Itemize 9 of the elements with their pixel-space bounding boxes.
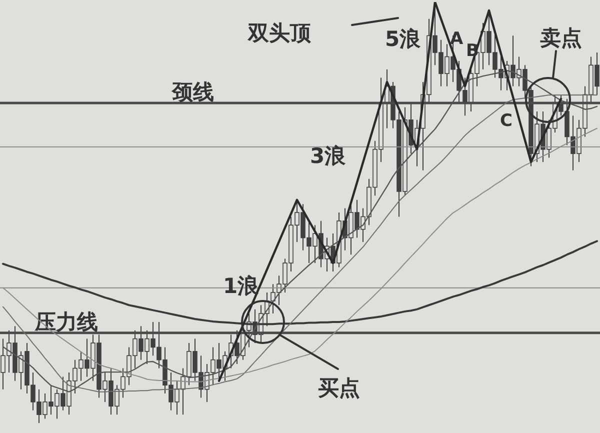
ref-line-label: 压力线 [34,310,98,334]
annotation: C [500,111,512,131]
ref-line-label: 颈线 [171,80,214,104]
annotation: 3浪 [310,144,347,168]
annotation: 5浪 [385,27,422,51]
annotation: 1浪 [223,274,260,298]
annotation: 双头顶 [247,21,312,45]
annotation: 买点 [318,376,360,400]
annotation: 卖点 [540,26,582,50]
